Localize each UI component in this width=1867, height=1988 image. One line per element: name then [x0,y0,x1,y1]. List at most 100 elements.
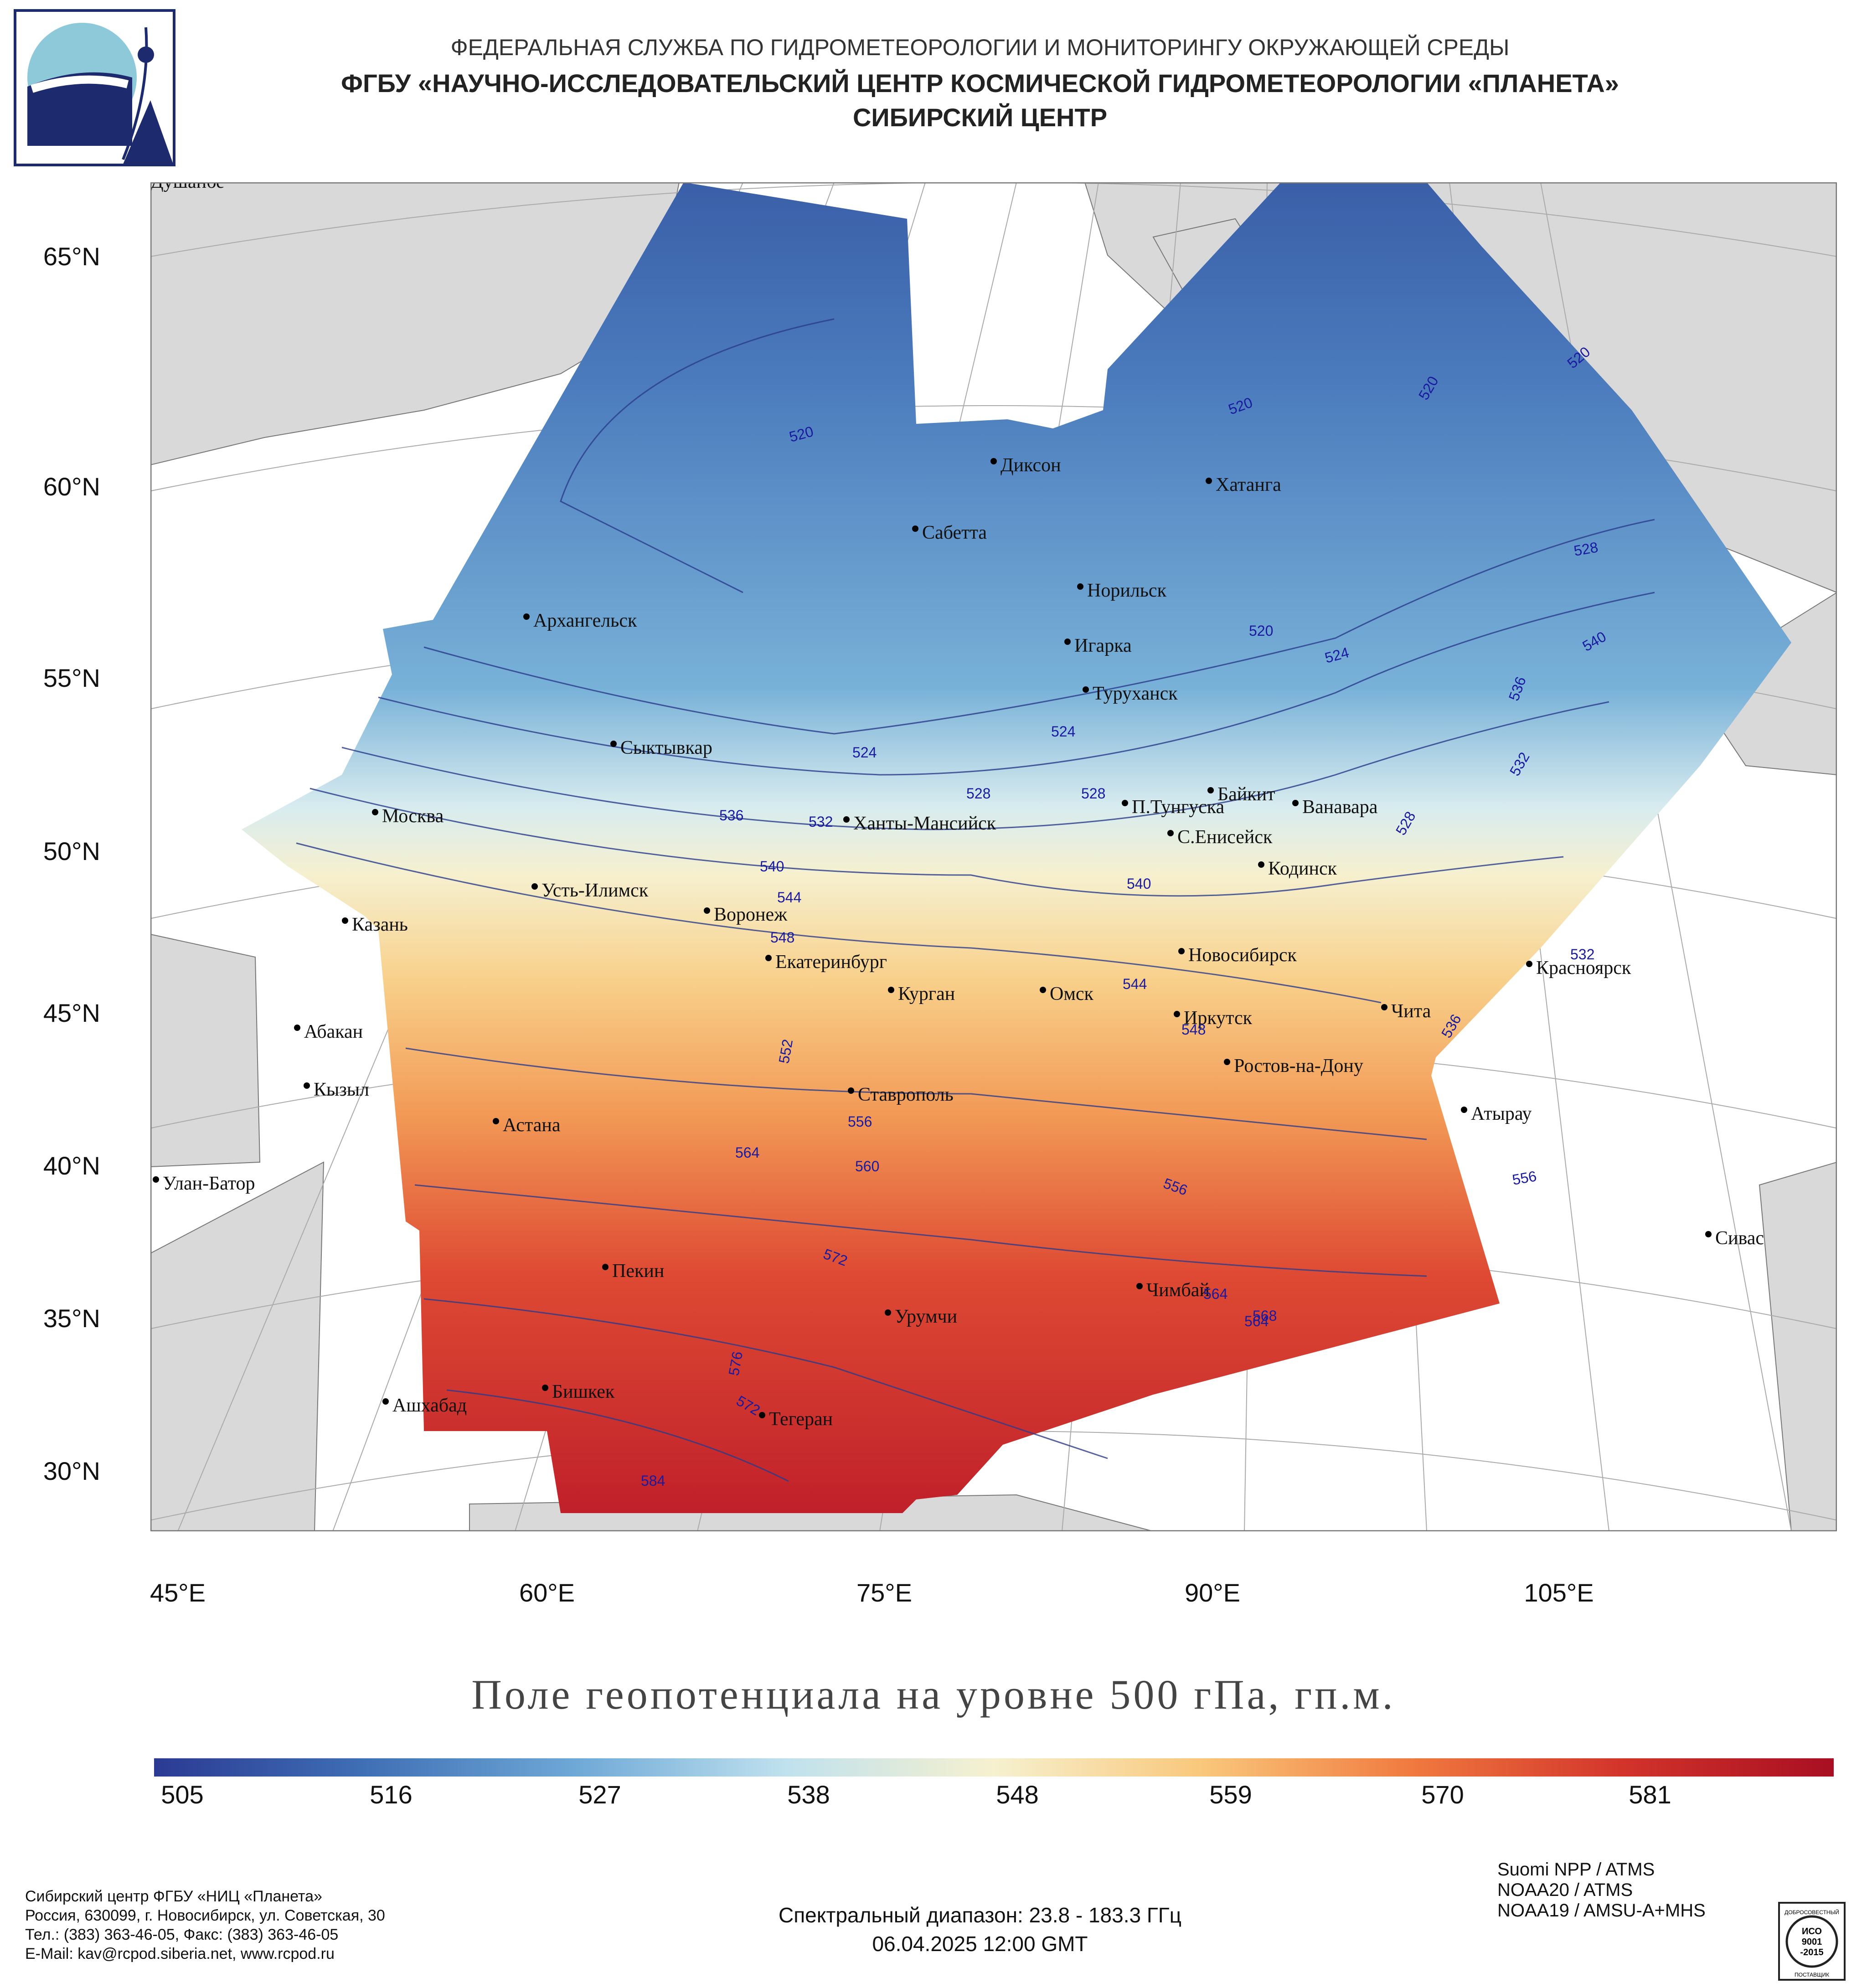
city-label: Улан-Батор [163,1173,255,1194]
city-label: Сыктывкар [620,737,712,758]
city-label: Душанбе [150,182,225,192]
lat-label: 65°N [43,242,100,271]
colorbar-label: 559 [1209,1780,1252,1809]
lon-label: 75°E [856,1578,913,1607]
lat-label: 35°N [43,1304,100,1333]
data-swath [242,182,1791,1513]
contour-label: 544 [777,889,801,906]
contour-label: 520 [1249,623,1273,639]
observation-datetime: 06.04.2025 12:00 GMT [872,1932,1088,1956]
iso-mid2: 9001 [1802,1937,1822,1947]
city-label: Сабетта [922,522,987,543]
lat-label: 30°N [43,1457,100,1485]
colorbar-label: 527 [578,1780,621,1809]
city-label: Диксон [1001,455,1061,476]
city-label: Норильск [1087,580,1167,601]
contour-label: 540 [760,858,784,875]
city-label: Курган [898,984,955,1004]
lon-label: 60°E [519,1578,575,1607]
contour-label: 548 [1181,1021,1206,1038]
city-label: Чимбай [1146,1280,1210,1301]
header-institution: ФГБУ «НАУЧНО-ИССЛЕДОВАТЕЛЬСКИЙ ЦЕНТР КОС… [341,69,1619,98]
colorbar-label: 548 [996,1780,1039,1809]
iso-bottom: ПОСТАВЩИК [1795,1972,1829,1978]
lat-label: 55°N [43,664,100,692]
city-label: Иркутск [1184,1008,1253,1029]
contour-label: 560 [855,1158,879,1174]
city-label: Абакан [304,1021,363,1042]
org-name: Сибирский центр ФГБУ «НИЦ «Планета» [25,1888,322,1905]
lat-label: 60°N [43,472,100,501]
city-label: Сивас [1715,1228,1764,1249]
city-label: Атырау [1471,1103,1532,1124]
city-label: Усть-Илимск [542,880,649,901]
city-label: Архангельск [533,610,637,631]
contour-label: 524 [852,744,877,761]
contour-label: 568 [1253,1308,1277,1324]
city-label: Тегеран [769,1409,833,1430]
colorbar-label: 538 [787,1780,830,1809]
org-email: E-Mail: kav@rcpod.siberia.net, www.rcpod… [25,1945,335,1962]
contour-label: 540 [1127,876,1151,892]
city-label: Ставрополь [858,1084,954,1105]
contour-label: 536 [719,807,743,824]
city-label: Ванавара [1302,797,1378,818]
org-phone: Тел.: (383) 363-46-05, Факс: (383) 363-4… [25,1926,339,1943]
city-labels: Диксон Хатанга Сабетта Норильск Игарка Туруха… [150,182,1764,1430]
satellite-instrument: NOAA20 / ATMS [1497,1880,1633,1900]
lat-label: 50°N [43,837,100,865]
iso-mid3: -2015 [1800,1947,1823,1957]
contour-label: 528 [1081,785,1105,802]
contour-label: 584 [641,1473,665,1489]
city-label: Хатанга [1216,474,1281,495]
header-center: СИБИРСКИЙ ЦЕНТР [852,103,1108,132]
city-label: Новосибирск [1188,945,1297,966]
city-label: Кызыл [314,1079,369,1100]
contour-label: 528 [966,785,990,802]
contour-label: 524 [1051,723,1075,740]
contour-label: 564 [1244,1313,1269,1329]
colorbar [154,1758,1834,1777]
colorbar-label: 570 [1421,1780,1464,1809]
lon-label: 90°E [1184,1578,1241,1607]
contour-label: 544 [1123,976,1147,992]
city-label: Бишкек [552,1381,615,1402]
contour-label: 564 [735,1144,759,1161]
header-agency: ФЕДЕРАЛЬНАЯ СЛУЖБА ПО ГИДРОМЕТЕОРОЛОГИИ … [450,35,1510,60]
lat-label: 45°N [43,999,100,1027]
city-label: Чита [1391,1001,1431,1022]
city-markers [153,458,1712,1418]
lon-label: 105°E [1524,1578,1594,1607]
city-label: П.Тунгуска [1132,797,1225,818]
city-label: Игарка [1074,635,1132,656]
city-label: Омск [1050,984,1094,1004]
lon-label: 45°E [150,1578,206,1607]
city-label: Ашхабад [392,1395,467,1416]
colorbar-label: 505 [161,1780,204,1809]
planeta-logo [14,9,175,166]
iso-certificate-badge: ДОБРОСОВЕСТНЫЙ ИСО 9001 -2015 ПОСТАВЩИК [1778,1902,1846,1981]
city-label: Урумчи [895,1306,957,1327]
satellite-instrument: NOAA19 / AMSU-A+MHS [1497,1900,1706,1921]
city-label: Ханты-Мансийск [853,813,996,834]
contours [296,318,1655,1482]
city-label: Ростов-на-Дону [1234,1056,1363,1076]
city-label: Воронеж [714,904,788,925]
city-label: Астана [503,1115,561,1136]
city-label: Екатеринбург [775,952,887,973]
city-label: Красноярск [1536,958,1631,979]
contour-label: 532 [1570,946,1594,963]
city-label: Туруханск [1093,683,1178,704]
contour-label: 556 [848,1113,872,1130]
city-label: Кодинск [1268,858,1337,879]
iso-mid1: ИСО [1802,1926,1822,1936]
city-label: Байкит [1217,784,1275,805]
geopotential-map: Диксон Хатанга Сабетта Норильск Игарка Туруха… [150,182,1837,1531]
contour-label: 564 [1203,1286,1227,1302]
iso-top: ДОБРОСОВЕСТНЫЙ [1784,1909,1839,1916]
colorbar-label: 581 [1629,1780,1671,1809]
contour-label: 532 [809,814,833,830]
city-label: Казань [352,914,408,935]
satellite-instrument: Suomi NPP / ATMS [1497,1859,1655,1880]
org-address: Россия, 630099, г. Новосибирск, ул. Сове… [25,1907,385,1924]
